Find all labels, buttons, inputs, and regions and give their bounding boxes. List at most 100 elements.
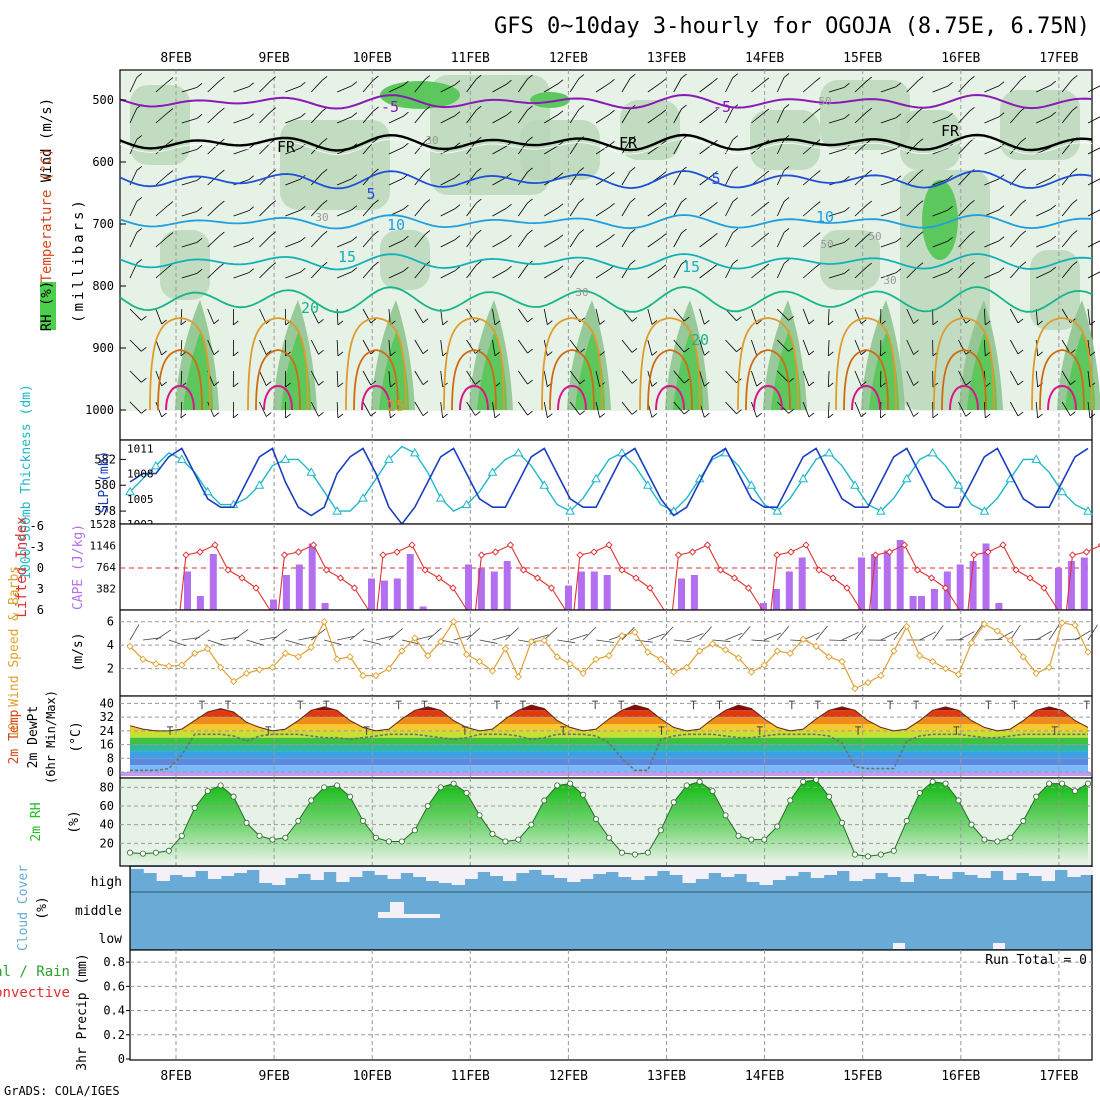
wind-barb: [984, 271, 1000, 279]
wind-barb: [129, 401, 142, 414]
wind-barb: [802, 339, 810, 356]
wind-barb-flag: [475, 74, 482, 80]
wind-barb-flag: [422, 380, 429, 386]
wind-barb: [388, 146, 404, 155]
wind10-barb: [932, 625, 944, 641]
cape-bar: [870, 554, 878, 610]
rh2m-point: [851, 851, 858, 858]
wind-barb-flag: [161, 319, 167, 325]
rh2m-point: [1007, 834, 1014, 841]
wind-barb-flag: [880, 413, 886, 419]
wind-barb: [259, 370, 267, 386]
wind-barb: [310, 339, 319, 355]
wind-barb: [673, 339, 685, 353]
lifted-index-point: [871, 551, 880, 559]
rh2m-tick-label: 80: [100, 780, 114, 794]
wind-barb-flag: [233, 351, 239, 357]
wind-barb-flag: [704, 412, 710, 418]
rh2m-point: [1033, 793, 1040, 800]
wind-barb: [932, 178, 948, 186]
wind-barb-flag: [827, 351, 834, 357]
wind-barb: [621, 202, 631, 217]
precip-tick-label: 0.6: [103, 979, 125, 993]
cloud-gap-high: [1041, 867, 1056, 881]
cloud-gap-high: [400, 867, 414, 873]
lifted-index-point: [1082, 548, 1091, 556]
date-label-top: 13FEB: [647, 51, 686, 66]
wind-barb-flag: [808, 412, 815, 418]
wind-barb: [259, 308, 267, 324]
date-label-top: 15FEB: [843, 51, 882, 66]
contour-30-arch: [353, 349, 399, 411]
wind-barb-flag: [475, 260, 482, 266]
temp2m-unit: (°C): [69, 721, 84, 752]
thickness-point: [461, 499, 472, 509]
temperature-contours: -5 -5 FR FR FR 5 5 10 10 15 15 20 20 25 30 30 30 30 50 50 50: [119, 93, 1093, 415]
wind-barb: [233, 86, 249, 93]
lifted-index-point: [211, 541, 219, 549]
wind-barb-flag: [1050, 204, 1056, 210]
wind-barb-flag: [783, 166, 790, 171]
wind-barb-flag: [136, 259, 143, 264]
slp-tick-label: 1005: [127, 493, 154, 506]
wind-barb: [181, 241, 198, 248]
rh2m-point: [916, 789, 923, 796]
cloud-gap-high: [541, 867, 555, 875]
wind-barb: [595, 206, 610, 217]
wind-barb: [802, 81, 816, 93]
wind-barb: [984, 116, 1000, 124]
wind-barb-flag: [631, 379, 638, 384]
wind10-barb: [414, 635, 433, 641]
rh-patch: [620, 100, 680, 160]
wind-barb: [647, 339, 653, 356]
cape-bar: [308, 543, 316, 610]
contour-35-arch: [361, 384, 391, 411]
wind-barb-flag: [373, 75, 379, 81]
wind-barb-flag: [969, 261, 975, 267]
wind-barb: [777, 339, 789, 352]
wind10-point: [721, 646, 730, 654]
thickness-tick-label: 578: [94, 504, 116, 518]
wind-barb: [285, 240, 301, 248]
wind-barb-flag: [233, 382, 239, 388]
wind10-point: [877, 671, 885, 680]
contour-freezing: [119, 133, 1093, 152]
rh2m-point: [981, 836, 988, 843]
wind-barb: [1036, 177, 1051, 186]
wind-barb: [310, 142, 323, 155]
precip-ticks: 0.8 0.6 0.4 0.2 0: [103, 955, 130, 1066]
wind-barb: [1061, 265, 1073, 279]
wind-barb-flag: [732, 228, 739, 234]
wind-barb-flag: [660, 264, 667, 270]
thickness-point: [409, 447, 420, 457]
wind-barb: [181, 148, 198, 155]
wind-barb-flag: [895, 175, 902, 181]
wind-barb: [544, 207, 559, 217]
wind-barb-flag: [579, 348, 586, 354]
wind-barb: [129, 108, 138, 124]
wind-barb: [802, 143, 816, 155]
lifted-index-point: [408, 541, 416, 549]
wind-barb: [1010, 110, 1022, 124]
thickness-point: [772, 506, 783, 515]
wind10-barb: [958, 631, 975, 641]
slp-thickness-lines: [125, 445, 1093, 526]
thickness-point: [746, 480, 757, 489]
wind-barb: [362, 265, 374, 279]
thickness-point: [151, 460, 161, 470]
slp-thickness-panel: 5825805781011100810051002 1000-500mb Thi…: [19, 384, 1093, 580]
contour-label: 30: [315, 211, 328, 224]
wind-barb: [362, 370, 372, 386]
cloud-gap-high: [887, 867, 902, 877]
wind-barb-flag: [815, 170, 821, 175]
contour-25-arch: [149, 317, 211, 411]
wind-barb: [751, 236, 765, 248]
rh2m-point: [321, 784, 328, 791]
wind10-barb: [829, 639, 848, 642]
wind-barb: [647, 82, 662, 93]
wind-barb-flag: [337, 320, 344, 326]
cape-bar: [184, 571, 191, 610]
wind-barb-flag: [681, 104, 687, 110]
wind-barb: [751, 205, 765, 217]
lifted-index-point: [1040, 584, 1048, 592]
